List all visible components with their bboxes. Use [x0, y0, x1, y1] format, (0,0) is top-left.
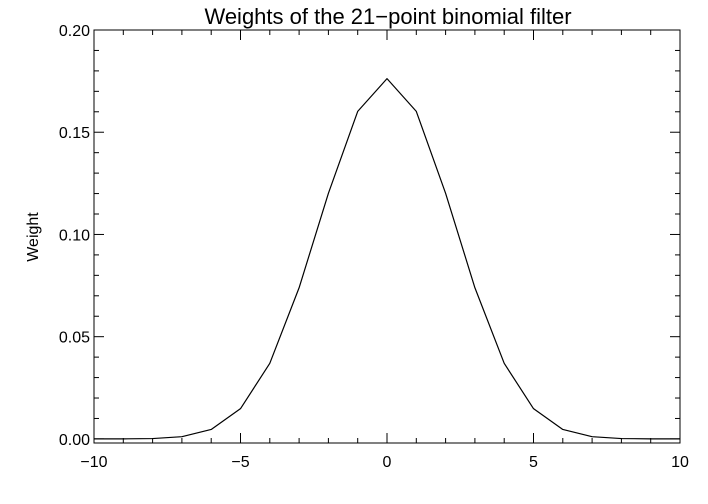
x-tick-label: 0 [383, 454, 392, 471]
series-layer [93, 78, 681, 440]
y-tick-label: 0.20 [59, 23, 90, 40]
x-tick-label: −5 [231, 454, 249, 471]
y-axis-label: Weight [25, 212, 42, 262]
y-tick-label: 0.15 [59, 125, 90, 142]
y-tick-label: 0.10 [59, 227, 90, 244]
y-tick-label: 0.05 [59, 330, 90, 347]
axis-tick-labels: −10 −5 0 5 10 0.00 0.05 0.10 0.15 0.20 [59, 23, 689, 471]
plot-frame [93, 29, 681, 444]
x-tick-label: 5 [529, 454, 538, 471]
chart-title: Weights of the 21−point binomial filter [204, 4, 571, 29]
y-tick-label: 0.00 [59, 432, 90, 449]
x-tick-label: −10 [80, 454, 107, 471]
x-tick-label: 10 [671, 454, 689, 471]
